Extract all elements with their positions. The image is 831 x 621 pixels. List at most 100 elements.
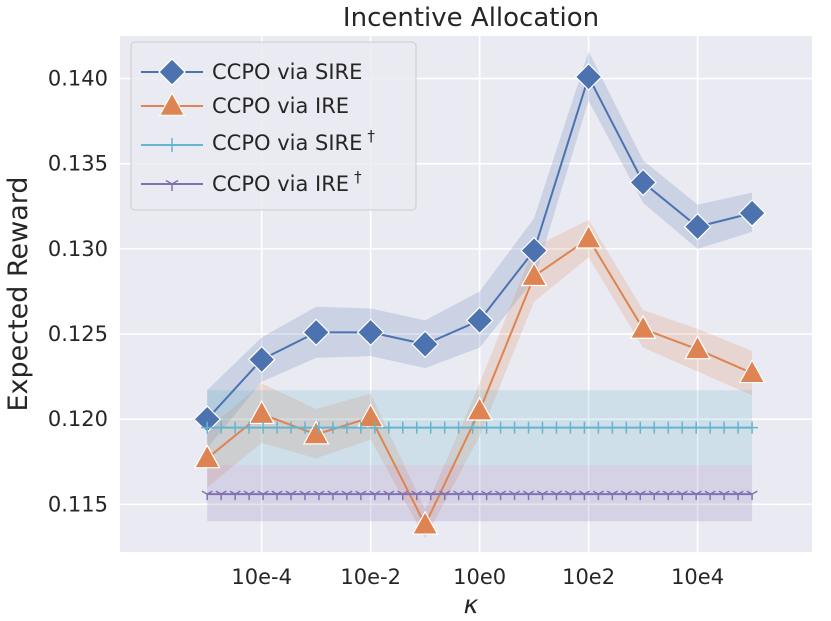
data-point-tri-down: [564, 490, 577, 501]
data-point-tri-down: [550, 490, 563, 501]
data-point-tri-down: [536, 490, 549, 501]
chart-title: Incentive Allocation: [343, 3, 599, 33]
data-point-plus: [690, 421, 703, 434]
confidence-band: [207, 51, 753, 449]
legend-marker-triangle: [158, 91, 186, 116]
data-point-plus: [704, 421, 717, 434]
data-point-tri-down: [522, 490, 535, 501]
data-point-tri-down: [634, 490, 646, 501]
data-point-plus: [354, 421, 367, 434]
y-tick-label: 0.115: [48, 492, 108, 516]
data-point-triangle: [738, 358, 766, 384]
data-point-diamond: [465, 306, 494, 335]
data-point-tri-down: [383, 490, 395, 501]
data-point-tri-down: [467, 490, 479, 501]
x-tick-label: 10e-4: [231, 565, 292, 589]
data-point-plus: [382, 421, 395, 434]
data-point-tri-down: [704, 490, 716, 501]
data-point-tri-down: [662, 490, 674, 501]
data-point-triangle: [302, 420, 330, 445]
series-markers: [193, 63, 766, 535]
data-point-tri-down: [508, 490, 521, 501]
data-point-tri-down: [257, 490, 269, 501]
data-point-tri-down: [676, 490, 688, 501]
data-point-triangle: [357, 403, 385, 428]
data-point-plus: [410, 421, 423, 434]
confidence-band: [207, 219, 753, 539]
data-point-diamond: [411, 330, 439, 359]
y-tick-label: 0.135: [48, 152, 108, 176]
x-tick-label: 10e0: [453, 565, 506, 589]
x-tick-label: 10e4: [671, 565, 724, 589]
data-point-plus: [648, 421, 661, 434]
data-point-plus: [620, 421, 633, 434]
data-point-tri-down: [648, 490, 660, 501]
data-point-tri-down: [201, 490, 213, 501]
legend-label-ire: CCPO via IRE: [212, 94, 349, 118]
y-axis-label: Expected Reward: [3, 176, 34, 411]
data-point-plus: [732, 421, 745, 434]
data-point-plus: [578, 421, 591, 434]
data-point-tri-down: [425, 490, 437, 501]
data-point-tri-down: [411, 490, 423, 501]
data-point-diamond: [629, 168, 657, 197]
data-point-tri-down: [271, 490, 283, 501]
data-point-plus: [257, 421, 270, 434]
data-point-plus: [424, 421, 437, 434]
legend-label-sire: CCPO via SIRE: [212, 60, 362, 84]
data-point-tri-down: [355, 490, 367, 501]
x-tick-label: 10e-2: [340, 565, 401, 589]
data-point-plus: [508, 421, 521, 434]
x-axis-label: κ: [464, 590, 479, 619]
data-point-plus: [662, 421, 675, 434]
data-point-tri-down: [439, 490, 451, 501]
data-point-plus: [634, 421, 647, 434]
data-point-plus: [368, 421, 381, 434]
y-tick-labels: 0.115 0.120 0.125 0.130 0.135 0.140: [48, 67, 108, 517]
data-point-plus: [494, 421, 507, 434]
data-point-triangle: [520, 261, 548, 287]
data-point-tri-down: [746, 490, 758, 501]
data-point-triangle: [193, 444, 221, 469]
data-point-plus: [564, 421, 577, 434]
data-point-tri-down: [494, 490, 507, 501]
data-point-plus: [215, 421, 228, 434]
y-tick-label: 0.125: [48, 322, 108, 346]
data-point-tri-down: [620, 490, 632, 501]
data-point-plus: [676, 421, 689, 434]
data-point-tri-down: [341, 490, 353, 501]
data-point-triangle: [684, 335, 711, 360]
data-point-tri-down: [718, 490, 730, 501]
data-point-tri-down: [285, 490, 297, 501]
legend-frame: [130, 41, 417, 211]
y-tick-label: 0.130: [48, 237, 108, 261]
data-point-plus: [438, 421, 451, 434]
data-point-tri-down: [229, 490, 241, 501]
legend-marker-diamond: [158, 58, 186, 86]
data-point-triangle: [466, 396, 493, 421]
data-point-diamond: [247, 345, 276, 374]
data-point-tri-down: [299, 490, 311, 501]
data-point-tri-down: [369, 490, 381, 501]
data-point-tri-down: [481, 490, 493, 501]
data-point-tri-down: [397, 490, 409, 501]
data-point-tri-down: [578, 490, 591, 501]
data-point-plus: [229, 421, 242, 434]
data-point-diamond: [574, 63, 603, 91]
y-tick-label: 0.120: [48, 407, 108, 431]
data-point-plus: [271, 421, 284, 434]
data-point-plus: [312, 421, 325, 434]
data-point-tri-down: [690, 490, 702, 501]
data-point-plus: [718, 421, 731, 434]
legend-marker-plus: [165, 138, 179, 152]
data-point-plus: [340, 421, 353, 434]
data-point-plus: [606, 421, 619, 434]
data-point-triangle: [629, 314, 657, 339]
data-point-plus: [480, 421, 493, 434]
data-point-tri-down: [313, 490, 325, 501]
legend-label-ire-dagger: CCPO via IRE †: [212, 168, 362, 196]
data-point-tri-down: [243, 490, 255, 501]
data-point-plus: [285, 421, 298, 434]
legend: CCPO via SIRE CCPO via IRE CCPO via SIRE…: [130, 41, 417, 211]
